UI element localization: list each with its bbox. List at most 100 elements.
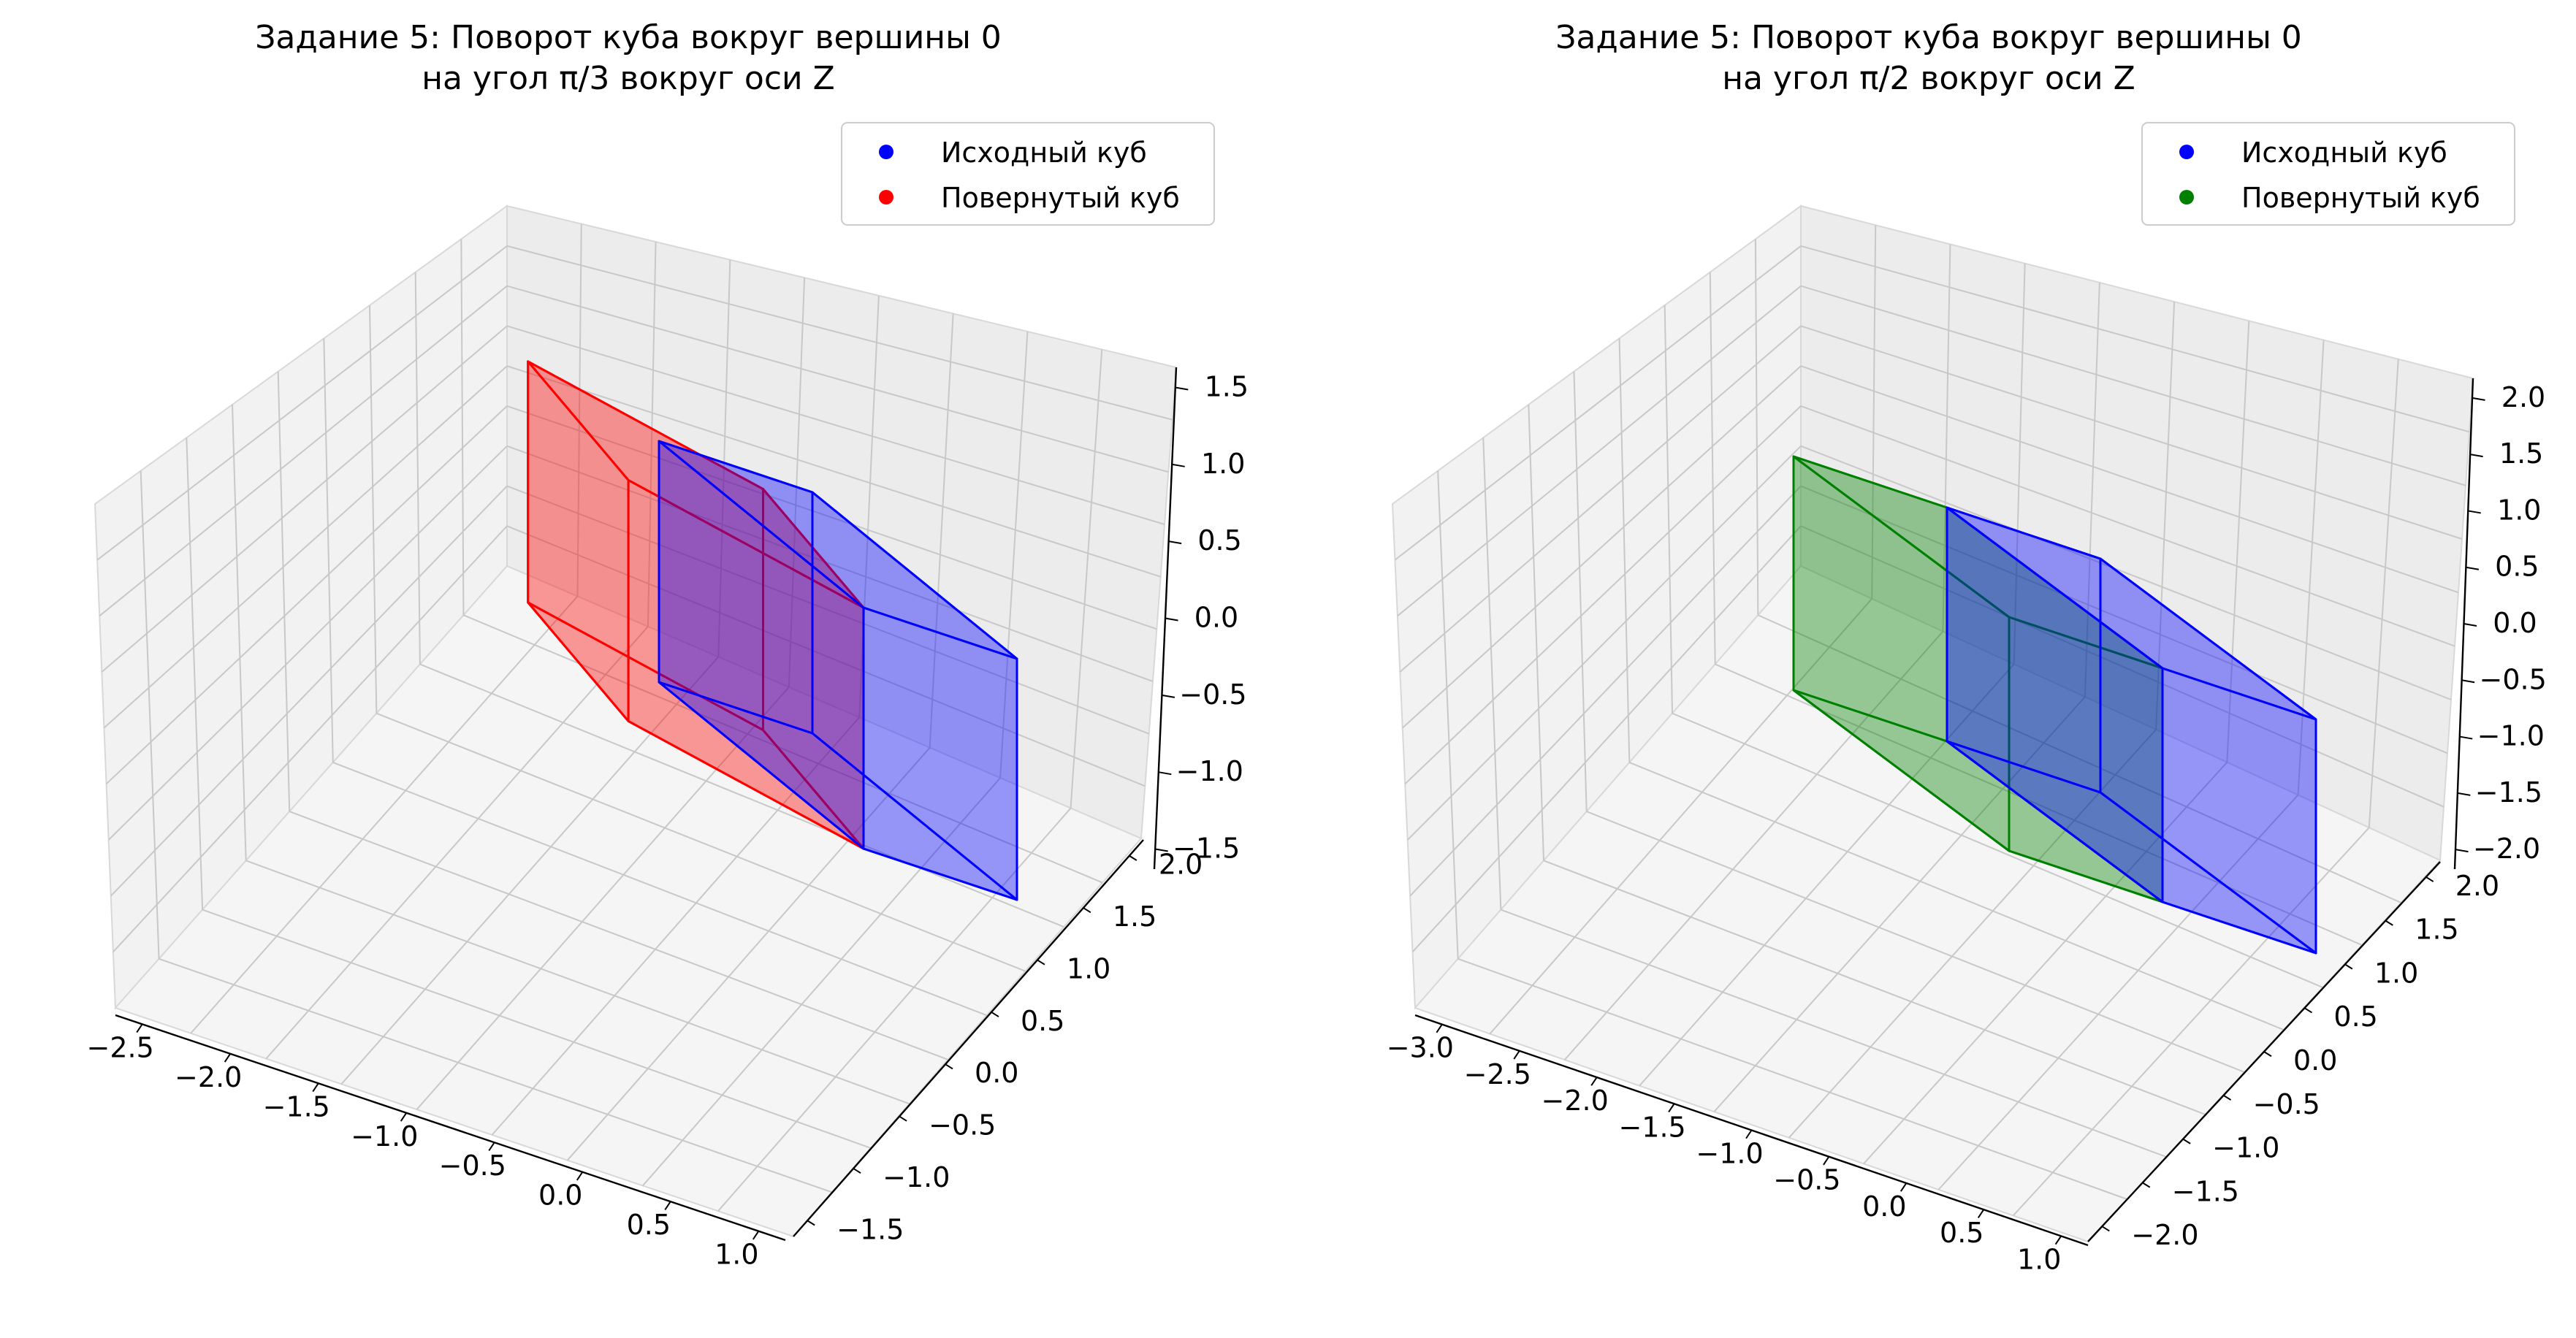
right-side-gridline [1411, 525, 1802, 953]
right-legend-label-original: Исходный куб [2241, 137, 2447, 169]
right-xtick-tick-mark [1745, 1129, 1753, 1139]
left-floor-gridline [159, 957, 833, 1193]
left-ytick-tick-label: −1.5 [837, 1213, 904, 1245]
right-original-cube-face-left [1946, 506, 2164, 903]
left-side-gridline [232, 404, 247, 861]
right-floor-gridline [1457, 957, 2127, 1200]
right-floor-gridline [1639, 663, 2015, 1087]
right-ytick-tick-label: −1.5 [2172, 1175, 2239, 1207]
left-tick-labels: −2.5−2.0−1.5−1.0−0.50.00.51.0−1.5−1.0−0.… [87, 370, 1249, 1270]
right-floor-gridline [1788, 729, 2157, 1139]
left-xtick-tick-label: 1.0 [715, 1239, 758, 1271]
right-side-gridline [1482, 437, 1502, 910]
right-ytick-tick-label: 2.0 [2455, 870, 2499, 902]
left-xtick-tick-mark [136, 1023, 143, 1033]
left-xtick-tick-label: −2.0 [175, 1061, 242, 1093]
right-xtick-tick-mark [1668, 1103, 1675, 1113]
left-floor-gridline [265, 626, 649, 1060]
left-ytick-tick-label: 2.0 [1159, 849, 1203, 881]
left-floor-gridline [245, 860, 910, 1105]
left-side-gridline [113, 525, 508, 953]
right-xtick-tick-label: 0.5 [1940, 1217, 1984, 1249]
right-back-gridline [1800, 365, 2459, 594]
left-back-gridline [506, 405, 1157, 630]
left-xtick-tick-label: −0.5 [439, 1150, 506, 1182]
right-ztick-rev-tick-mark [2461, 679, 2475, 684]
left-side-gridline [140, 470, 160, 959]
right-ztick-rev-tick-label: 0.0 [2493, 607, 2537, 639]
left-legend-marker-original [879, 145, 893, 159]
left-ztick-rev-tick-label: −1.0 [1176, 755, 1243, 787]
left-floor-gridline [376, 712, 1026, 972]
right-ytick-tick-mark [2182, 1138, 2191, 1144]
right-ytick-tick-label: −1.0 [2212, 1132, 2279, 1164]
right-legend-marker-original [2179, 145, 2194, 159]
left-back-gridline [788, 278, 806, 687]
left-xtick-tick-label: −2.5 [87, 1031, 154, 1063]
left-xtick-tick-mark [488, 1142, 495, 1152]
left-floor-gridline [416, 687, 790, 1110]
right-ztick-rev-tick-mark [2472, 397, 2485, 401]
left-xtick-tick-mark [400, 1112, 408, 1122]
right-back-gridline [1800, 485, 2448, 754]
right-ztick-rev-tick-mark [2463, 623, 2477, 627]
right-ztick-rev-tick-label: −2.0 [2473, 833, 2540, 865]
left-back-gridline [647, 242, 657, 627]
right-ztick-rev-tick-label: 0.5 [2495, 551, 2539, 583]
right-back-gridline [1942, 244, 1951, 632]
left-ytick-tick-mark [1083, 907, 1091, 914]
left-ztick-rev-tick-mark [1175, 386, 1189, 391]
right-ztick-rev-tick-label: 1.0 [2497, 494, 2541, 526]
right-side-gridline [1754, 239, 1759, 616]
right-title-line-1: Задание 5: Поворот куба вокруг вершины 0 [1555, 19, 2302, 56]
right-ytick-tick-mark [2142, 1182, 2151, 1188]
left-floor-gridline [419, 663, 1064, 928]
right-ytick-tick-label: 0.0 [2293, 1044, 2337, 1077]
left-floor-gridline [642, 777, 1001, 1187]
right-xtick-tick-label: −3.0 [1387, 1032, 1454, 1064]
right-floor-gridline [1500, 909, 2167, 1158]
right-back-gridline [2368, 359, 2399, 828]
left-back-gridline [506, 445, 1154, 682]
right-ytick-tick-label: 0.5 [2333, 1001, 2377, 1033]
left-legend-marker-rotated [879, 190, 893, 204]
right-side-gridline [1664, 305, 1673, 714]
left-legend-label-rotated: Повернутый куб [941, 182, 1180, 214]
right-floor-gridline [1628, 761, 2285, 1031]
left-ytick-tick-mark [853, 1168, 861, 1174]
right-ztick-rev-tick-mark [2459, 735, 2473, 740]
right-ztick-rev-tick-mark [2455, 849, 2469, 853]
right-tick-labels: −3.0 −2.5 −2.0 −1.5 −1.0 −0.5 0.0 0.5 1.0 −2.0 −1.… [1387, 381, 2547, 1276]
left-cube-faces [527, 360, 1018, 901]
left-back-gridline [929, 313, 954, 748]
left-legend: Исходный куб Повернутый куб [841, 122, 1215, 226]
right-xtick-tick-label: 0.0 [1862, 1190, 1906, 1223]
left-ytick-tick-mark [1129, 855, 1138, 861]
left-side-gridline [96, 245, 508, 561]
right-side-gridline [1402, 365, 1802, 729]
left-side-gridline [99, 285, 508, 617]
left-floor-gridline [289, 811, 948, 1060]
left-side-gridline [414, 272, 421, 665]
left-ztick-rev-tick-label: 0.0 [1194, 602, 1238, 634]
left-side-gridline [110, 485, 508, 897]
right-back-gridline [2155, 302, 2176, 730]
left-y-axis-line [793, 839, 1144, 1237]
right-ztick-rev-tick-label: −1.5 [2475, 776, 2542, 808]
left-back-gridline [576, 223, 582, 597]
right-back-gridline [1800, 405, 2455, 647]
left-title-line-1: Задание 5: Поворот куба вокруг вершины 0 [255, 19, 1002, 56]
left-ztick-rev-tick-mark [1172, 463, 1185, 467]
right-ztick-rev-tick-mark [2469, 454, 2483, 458]
left-ytick-tick-mark [807, 1220, 815, 1226]
left-back-gridline [506, 285, 1169, 473]
left-ztick-rev-tick-mark [1168, 540, 1182, 545]
right-ztick-rev-tick-mark [2468, 510, 2481, 514]
left-back-gridline [506, 245, 1173, 421]
left-ytick-tick-label: 0.5 [1021, 1005, 1064, 1037]
right-grid [1394, 225, 2470, 1217]
right-floor-gridline [2012, 827, 2370, 1217]
left-legend-box [841, 122, 1215, 226]
right-side-gridline [1399, 325, 1802, 673]
